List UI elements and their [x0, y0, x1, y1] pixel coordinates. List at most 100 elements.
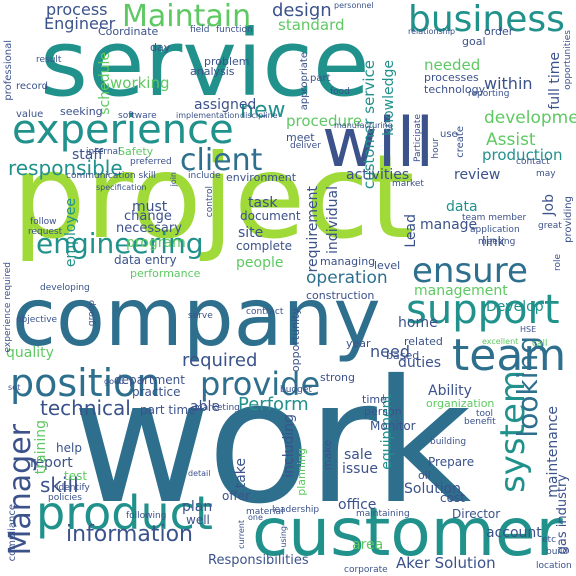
word: meeting [478, 237, 516, 247]
word: product [36, 486, 213, 540]
word: marketing [194, 403, 240, 413]
word: software [118, 111, 157, 121]
word: relationship [408, 27, 456, 36]
word: account [486, 525, 542, 541]
word: HSE [520, 325, 537, 334]
word: processes [424, 71, 479, 84]
word: needed [424, 56, 481, 74]
word: contact [516, 157, 550, 167]
word: compliance [7, 504, 18, 562]
word: policies [48, 493, 82, 503]
word: communication skill [66, 171, 156, 181]
word: including [281, 414, 297, 478]
word: manufacturing [334, 121, 393, 130]
word: team [452, 330, 567, 381]
word: Lead [403, 214, 419, 248]
word: set [8, 383, 21, 392]
word: engineering [36, 227, 204, 260]
word: budget [280, 385, 312, 395]
word: Aker Solution [396, 554, 496, 572]
word: able [190, 399, 220, 415]
word: support [406, 287, 560, 333]
word: preferred [130, 157, 172, 167]
word: maintaining [356, 509, 410, 519]
word: Engineer [44, 14, 116, 33]
word: data [446, 199, 478, 215]
word: Safety [118, 145, 154, 158]
word: cost [440, 491, 465, 505]
word: function [216, 25, 253, 35]
word: strong [320, 371, 356, 384]
word: program [126, 235, 186, 251]
word: managing [320, 255, 376, 268]
word: appropriate [299, 52, 310, 111]
word: individual [325, 186, 341, 254]
word: building [430, 437, 467, 447]
word: complete [236, 239, 293, 253]
word: business [408, 0, 565, 40]
word: following [126, 511, 167, 521]
word: home [398, 315, 438, 331]
word: experience [12, 107, 234, 153]
word: production [482, 146, 563, 164]
word: record [16, 81, 48, 92]
word: create [455, 126, 466, 158]
word: providing [563, 196, 574, 243]
word: document [240, 209, 301, 223]
word: person [364, 405, 402, 418]
word: department [114, 373, 185, 387]
word: material [246, 507, 284, 517]
word: experience required [3, 262, 13, 353]
word: duties [398, 355, 442, 371]
word: construction [306, 289, 375, 302]
word: area [352, 537, 384, 553]
word: time [362, 393, 387, 406]
word: field [190, 25, 210, 35]
word: professional [3, 40, 14, 101]
word: Participate [413, 114, 423, 163]
word: personnel [334, 1, 374, 10]
word: customer [252, 494, 563, 571]
word: build [546, 547, 569, 557]
word: control [205, 186, 215, 218]
word: skill [40, 473, 79, 497]
word: seeking [60, 105, 103, 118]
word: part [310, 73, 331, 84]
word: design [272, 0, 332, 21]
word: may [536, 169, 556, 179]
word: organization [426, 397, 495, 410]
word: application [470, 225, 520, 235]
word: offer [222, 489, 250, 503]
word: use [440, 129, 458, 140]
word: Director [452, 507, 501, 521]
word: link [482, 235, 505, 250]
word: Solution [404, 481, 462, 497]
word: responsible [8, 156, 123, 180]
word: task [248, 195, 278, 211]
word: requirement [305, 186, 321, 273]
word: request [28, 227, 63, 237]
word: current [237, 520, 246, 549]
word: Job [541, 194, 557, 216]
word: reporting [468, 89, 510, 99]
word: take [233, 458, 249, 489]
word: leadership [272, 505, 320, 515]
word: include [188, 171, 221, 181]
word: provide [200, 365, 321, 403]
word: discipline [240, 111, 278, 120]
word: planning [295, 448, 308, 496]
word: group [87, 300, 97, 327]
word: great [538, 221, 562, 231]
word: required [182, 350, 258, 371]
word: identify [56, 483, 90, 493]
word: food [330, 87, 350, 97]
word: site [238, 225, 264, 241]
word: technology [424, 83, 486, 96]
word: must [132, 199, 168, 215]
word: problem [204, 55, 250, 68]
word: client [180, 143, 263, 178]
word: level [374, 259, 401, 272]
word: well [186, 513, 210, 527]
word: ensure [412, 251, 528, 291]
word: review [454, 167, 501, 183]
